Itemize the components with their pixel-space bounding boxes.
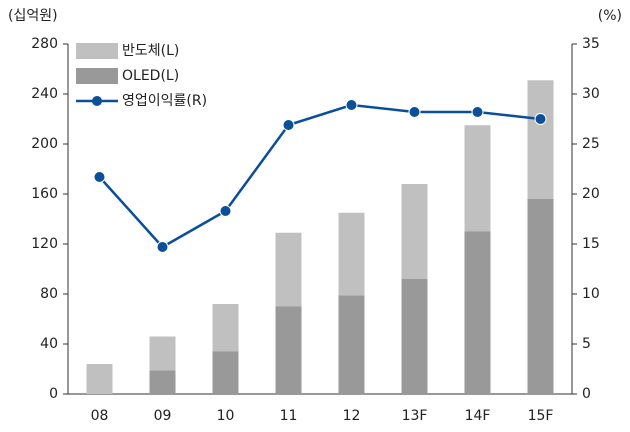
y2-tick-label: 5 (582, 336, 591, 352)
y2-tick-label: 30 (582, 86, 600, 102)
line-marker (156, 241, 169, 253)
legend-swatch (92, 96, 102, 106)
bar (275, 306, 302, 394)
x-tick-label: 14F (465, 408, 491, 424)
legend-swatch (76, 43, 118, 59)
y2-tick-label: 20 (582, 186, 600, 202)
bar (275, 232, 302, 307)
y2-tick-label: 10 (582, 286, 600, 302)
legend-label: 영업이익률(R) (122, 93, 207, 109)
bar (527, 80, 554, 199)
x-tick-label: 10 (217, 408, 235, 424)
x-tick-label: 12 (343, 408, 361, 424)
legend-swatch (76, 68, 118, 84)
bar (464, 125, 491, 232)
line-marker (534, 113, 547, 125)
y2-tick-label: 25 (582, 136, 600, 152)
bar (149, 370, 176, 394)
bar (338, 295, 365, 394)
bar (464, 231, 491, 394)
legend-label: OLED(L) (122, 68, 179, 84)
line-marker (408, 106, 421, 118)
y2-tick-label: 15 (582, 236, 600, 252)
line-marker (345, 99, 358, 111)
bar (86, 364, 113, 394)
bar (401, 184, 428, 279)
x-tick-label: 11 (280, 408, 298, 424)
y-tick-label: 0 (49, 386, 58, 402)
line (98, 103, 541, 249)
bar (401, 279, 428, 394)
line-marker (471, 106, 484, 118)
line-marker (219, 205, 232, 217)
y-tick-label: 40 (40, 336, 58, 352)
y-tick-label: 80 (40, 286, 58, 302)
bar (212, 304, 239, 352)
y2-axis-label: (%) (598, 8, 622, 24)
bar (149, 336, 176, 371)
line-marker (93, 171, 106, 183)
x-tick-label: 08 (91, 408, 109, 424)
y-tick-label: 280 (31, 36, 58, 52)
bar (527, 199, 554, 394)
y-tick-label: 160 (31, 186, 58, 202)
x-tick-label: 09 (154, 408, 172, 424)
y-tick-label: 120 (31, 236, 58, 252)
legend-label: 반도체(L) (122, 43, 179, 59)
y-tick-label: 240 (31, 86, 58, 102)
y-tick-label: 200 (31, 136, 58, 152)
line-marker (282, 119, 295, 131)
bar (212, 351, 239, 394)
x-tick-label: 13F (402, 408, 428, 424)
y2-tick-label: 35 (582, 36, 600, 52)
bar (338, 212, 365, 296)
y2-tick-label: 0 (582, 386, 591, 402)
y-axis-label: (십억원) (8, 8, 58, 24)
x-tick-label: 15F (528, 408, 554, 424)
